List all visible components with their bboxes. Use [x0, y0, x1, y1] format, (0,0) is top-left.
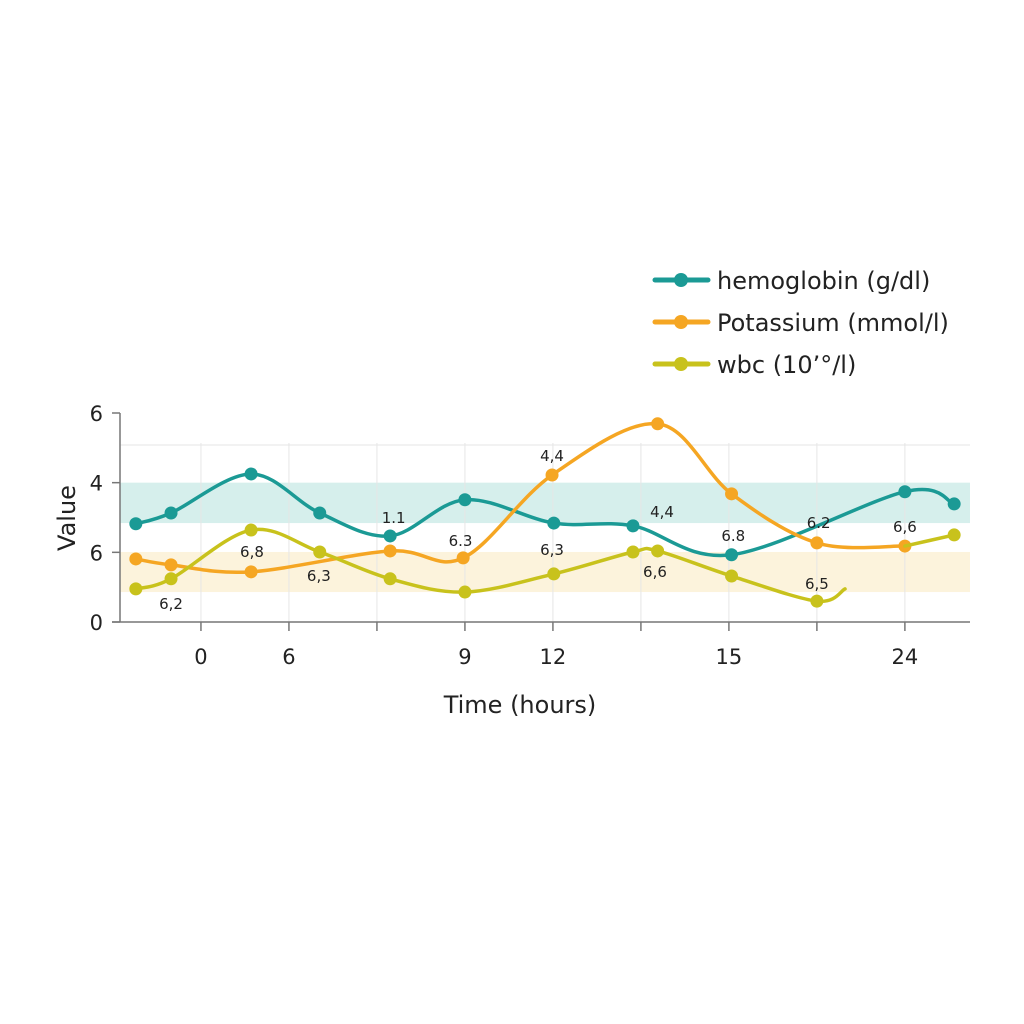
- data-label: 6,8: [240, 543, 264, 561]
- data-label: 6.3: [449, 532, 473, 550]
- y-tick-label: 0: [90, 611, 103, 635]
- potassium-point: [456, 551, 470, 565]
- potassium-point: [651, 417, 665, 431]
- potassium-line: [134, 421, 907, 575]
- data-label: 1.1: [382, 509, 406, 527]
- potassium-point: [383, 544, 397, 558]
- wbc-point: [947, 528, 961, 542]
- data-label: 6,2: [159, 595, 183, 613]
- legend-label-hemoglobin: hemoglobin (g/dl): [717, 267, 930, 295]
- legend-marker-wbc: [674, 357, 688, 371]
- hemoglobin-point: [164, 506, 178, 520]
- y-tick-label: 4: [90, 472, 103, 496]
- x-tick-label: 6: [282, 645, 295, 669]
- hemoglobin-point: [547, 516, 561, 530]
- reference-band: [120, 482, 970, 524]
- legend-marker-hemoglobin: [674, 273, 688, 287]
- hemoglobin-point: [458, 493, 472, 507]
- wbc-point: [626, 545, 640, 559]
- wbc-point: [725, 569, 739, 583]
- legend-label-wbc: wbc (10’°/l): [717, 351, 856, 379]
- data-label: 6,6: [893, 518, 917, 536]
- data-label: 6,3: [540, 541, 564, 559]
- x-tick-label: 9: [458, 645, 471, 669]
- x-axis-label: Time (hours): [443, 691, 597, 719]
- potassium-point: [725, 487, 739, 501]
- hemoglobin-point: [129, 517, 143, 531]
- hemoglobin-point: [313, 506, 327, 520]
- wbc-point: [164, 572, 178, 586]
- x-tick-label: 15: [716, 645, 743, 669]
- x-tick-label: 24: [892, 645, 919, 669]
- hemoglobin-line: [134, 472, 956, 558]
- wbc-point: [547, 567, 561, 581]
- wbc-point: [313, 545, 327, 559]
- potassium-point: [164, 558, 178, 572]
- y-axis-label: Value: [53, 485, 81, 551]
- potassium-point: [545, 468, 559, 482]
- wbc-point: [244, 523, 258, 537]
- potassium-point: [129, 552, 143, 566]
- potassium-point: [244, 565, 258, 579]
- x-tick-label: 12: [540, 645, 567, 669]
- wbc-line: [903, 533, 956, 548]
- data-label: 6,6: [643, 563, 667, 581]
- hemoglobin-point: [947, 497, 961, 511]
- hemoglobin-point: [725, 548, 739, 562]
- wbc-point: [458, 585, 472, 599]
- wbc-point: [129, 582, 143, 596]
- data-label: 6,5: [805, 575, 829, 593]
- potassium-point: [810, 536, 824, 550]
- wbc-point: [383, 572, 397, 586]
- data-label: 6,3: [307, 567, 331, 585]
- wbc-point: [810, 594, 824, 608]
- data-label: 6.8: [721, 527, 745, 545]
- data-label: 4,4: [650, 503, 674, 521]
- y-tick-label: 6: [90, 541, 103, 565]
- hemoglobin-point: [626, 519, 640, 533]
- wbc-point: [651, 544, 665, 558]
- x-tick-label: 0: [194, 645, 207, 669]
- hemoglobin-point: [898, 485, 912, 499]
- legend-label-potassium: Potassium (mmol/l): [717, 309, 949, 337]
- data-label: 6.2: [807, 514, 831, 532]
- y-tick-label: 6: [90, 402, 103, 426]
- hemoglobin-point: [244, 467, 258, 481]
- legend-marker-potassium: [674, 315, 688, 329]
- data-label: 4,4: [540, 447, 564, 465]
- hemoglobin-point: [383, 529, 397, 543]
